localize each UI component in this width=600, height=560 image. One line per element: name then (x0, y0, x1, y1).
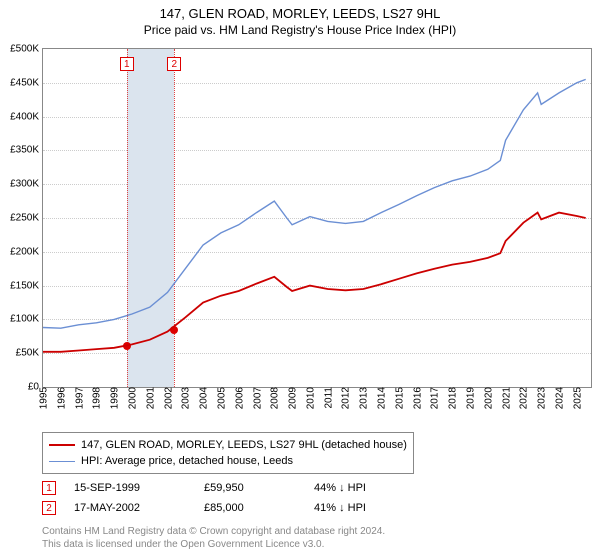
x-axis-label: 2000 (125, 387, 138, 409)
x-axis-label: 2017 (428, 387, 441, 409)
sales-row: 2 17-MAY-2002£85,00041% ↓ HPI (42, 498, 590, 518)
legend-swatch (49, 461, 75, 462)
x-axis-label: 2020 (481, 387, 494, 409)
x-axis-label: 2019 (464, 387, 477, 409)
x-axis-label: 2005 (214, 387, 227, 409)
page-subtitle: Price paid vs. HM Land Registry's House … (0, 21, 600, 41)
x-axis-label: 1995 (37, 387, 50, 409)
sales-table: 1 15-SEP-1999£59,95044% ↓ HPI 2 17-MAY-2002… (42, 478, 590, 518)
chart-lines (43, 49, 591, 387)
y-axis-label: £450K (10, 77, 43, 88)
x-axis-label: 2013 (357, 387, 370, 409)
y-axis-label: £200K (10, 246, 43, 257)
y-axis-label: £50K (16, 348, 43, 359)
y-axis-label: £400K (10, 111, 43, 122)
x-axis-label: 1999 (108, 387, 121, 409)
footer-line: Contains HM Land Registry data © Crown c… (42, 525, 590, 538)
legend-item: HPI: Average price, detached house, Leed… (49, 453, 407, 469)
footer-attribution: Contains HM Land Registry data © Crown c… (42, 525, 590, 551)
x-axis-label: 2010 (303, 387, 316, 409)
y-axis-label: £100K (10, 314, 43, 325)
x-axis-label: 2018 (446, 387, 459, 409)
x-axis-label: 2025 (570, 387, 583, 409)
x-axis-label: 2021 (499, 387, 512, 409)
page-title: 147, GLEN ROAD, MORLEY, LEEDS, LS27 9HL (0, 0, 600, 21)
sale-hpi-delta: 41% ↓ HPI (314, 502, 366, 514)
y-axis-label: £150K (10, 280, 43, 291)
x-axis-label: 1996 (54, 387, 67, 409)
x-axis-label: 2002 (161, 387, 174, 409)
sale-index-box: 2 (42, 501, 56, 515)
x-axis-label: 2012 (339, 387, 352, 409)
x-axis-label: 2008 (268, 387, 281, 409)
x-axis-label: 2014 (375, 387, 388, 409)
series-line (43, 213, 586, 352)
y-axis-label: £300K (10, 179, 43, 190)
y-axis-label: £500K (10, 44, 43, 55)
x-axis-label: 2006 (232, 387, 245, 409)
y-axis-label: £350K (10, 145, 43, 156)
sale-price: £85,000 (204, 502, 314, 514)
x-axis-label: 2023 (535, 387, 548, 409)
chart-plot-area: £0£50K£100K£150K£200K£250K£300K£350K£400… (42, 48, 592, 388)
sale-date: 17-MAY-2002 (74, 502, 204, 514)
x-axis-label: 2015 (392, 387, 405, 409)
sale-date: 15-SEP-1999 (74, 482, 204, 494)
sale-hpi-delta: 44% ↓ HPI (314, 482, 366, 494)
x-axis-label: 2001 (143, 387, 156, 409)
legend-item: 147, GLEN ROAD, MORLEY, LEEDS, LS27 9HL … (49, 437, 407, 453)
x-axis-label: 2011 (321, 387, 334, 409)
x-axis-label: 2004 (197, 387, 210, 409)
x-axis-label: 2009 (286, 387, 299, 409)
x-axis-label: 2016 (410, 387, 423, 409)
legend-label: 147, GLEN ROAD, MORLEY, LEEDS, LS27 9HL … (81, 437, 407, 453)
x-axis-label: 1997 (72, 387, 85, 409)
sale-index-box: 1 (42, 481, 56, 495)
sale-price: £59,950 (204, 482, 314, 494)
legend-label: HPI: Average price, detached house, Leed… (81, 453, 293, 469)
x-axis-label: 2003 (179, 387, 192, 409)
sales-row: 1 15-SEP-1999£59,95044% ↓ HPI (42, 478, 590, 498)
legend-swatch (49, 444, 75, 446)
x-axis-label: 2022 (517, 387, 530, 409)
y-axis-label: £250K (10, 213, 43, 224)
series-line (43, 79, 586, 328)
x-axis-label: 2024 (552, 387, 565, 409)
footer-line: This data is licensed under the Open Gov… (42, 538, 590, 551)
x-axis-label: 1998 (90, 387, 103, 409)
chart-legend: 147, GLEN ROAD, MORLEY, LEEDS, LS27 9HL … (42, 432, 414, 474)
x-axis-label: 2007 (250, 387, 263, 409)
